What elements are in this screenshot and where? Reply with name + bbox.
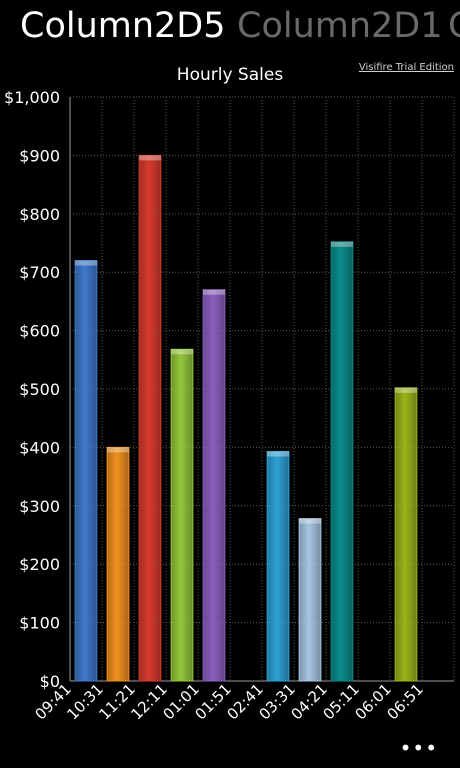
y-tick-label: $0: [40, 672, 60, 691]
x-tick-label: 10:31: [64, 680, 107, 723]
bar-top-highlight: [75, 260, 97, 266]
bar-top-highlight: [299, 518, 321, 524]
x-tick-label: 06:01: [352, 680, 395, 723]
y-tick-label: $400: [19, 438, 60, 457]
bar: [394, 387, 418, 682]
bar: [202, 289, 226, 682]
y-tick-label: $100: [19, 614, 60, 633]
x-tick-label: 12:11: [128, 680, 171, 723]
x-tick-label: 11:21: [96, 680, 139, 723]
x-tick-label: 04:21: [288, 680, 331, 723]
pivot-item-column2d1[interactable]: Column2D1: [237, 6, 443, 46]
x-tick-label: 05:11: [320, 680, 363, 723]
bar: [138, 154, 162, 682]
x-tick-label: 01:51: [192, 680, 235, 723]
pivot-item-column2d5[interactable]: Column2D5: [20, 6, 226, 46]
pivot-header: Column2D5 Column2D1 C: [0, 0, 460, 60]
x-tick-label: 01:01: [160, 680, 203, 723]
y-tick-label: $200: [19, 555, 60, 574]
bar: [298, 518, 322, 682]
y-tick-label: $900: [19, 146, 60, 165]
bar: [74, 260, 98, 682]
trial-watermark-link[interactable]: Visifire Trial Edition: [358, 62, 454, 73]
y-tick-label: $300: [19, 497, 60, 516]
bar: [170, 348, 194, 682]
bar-top-highlight: [139, 155, 161, 161]
bar-top-highlight: [171, 349, 193, 355]
y-tick-label: $500: [19, 380, 60, 399]
x-tick-label: 02:41: [224, 680, 267, 723]
bar-top-highlight: [395, 387, 417, 393]
pivot-item-next[interactable]: C: [448, 6, 460, 46]
y-tick-label: $1,000: [4, 88, 60, 107]
more-options-icon[interactable]: •••: [399, 736, 438, 760]
x-tick-label: 03:31: [256, 680, 299, 723]
x-tick-label: 06:51: [384, 680, 427, 723]
chart-title: Hourly Sales: [177, 65, 284, 85]
bar-top-highlight: [203, 289, 225, 295]
y-tick-label: $700: [19, 263, 60, 282]
bar-top-highlight: [331, 241, 353, 247]
bar: [106, 446, 130, 682]
bar: [266, 450, 290, 682]
y-tick-label: $600: [19, 322, 60, 341]
bar-top-highlight: [267, 451, 289, 457]
bar: [330, 241, 354, 682]
bar-top-highlight: [107, 447, 129, 453]
y-tick-label: $800: [19, 205, 60, 224]
